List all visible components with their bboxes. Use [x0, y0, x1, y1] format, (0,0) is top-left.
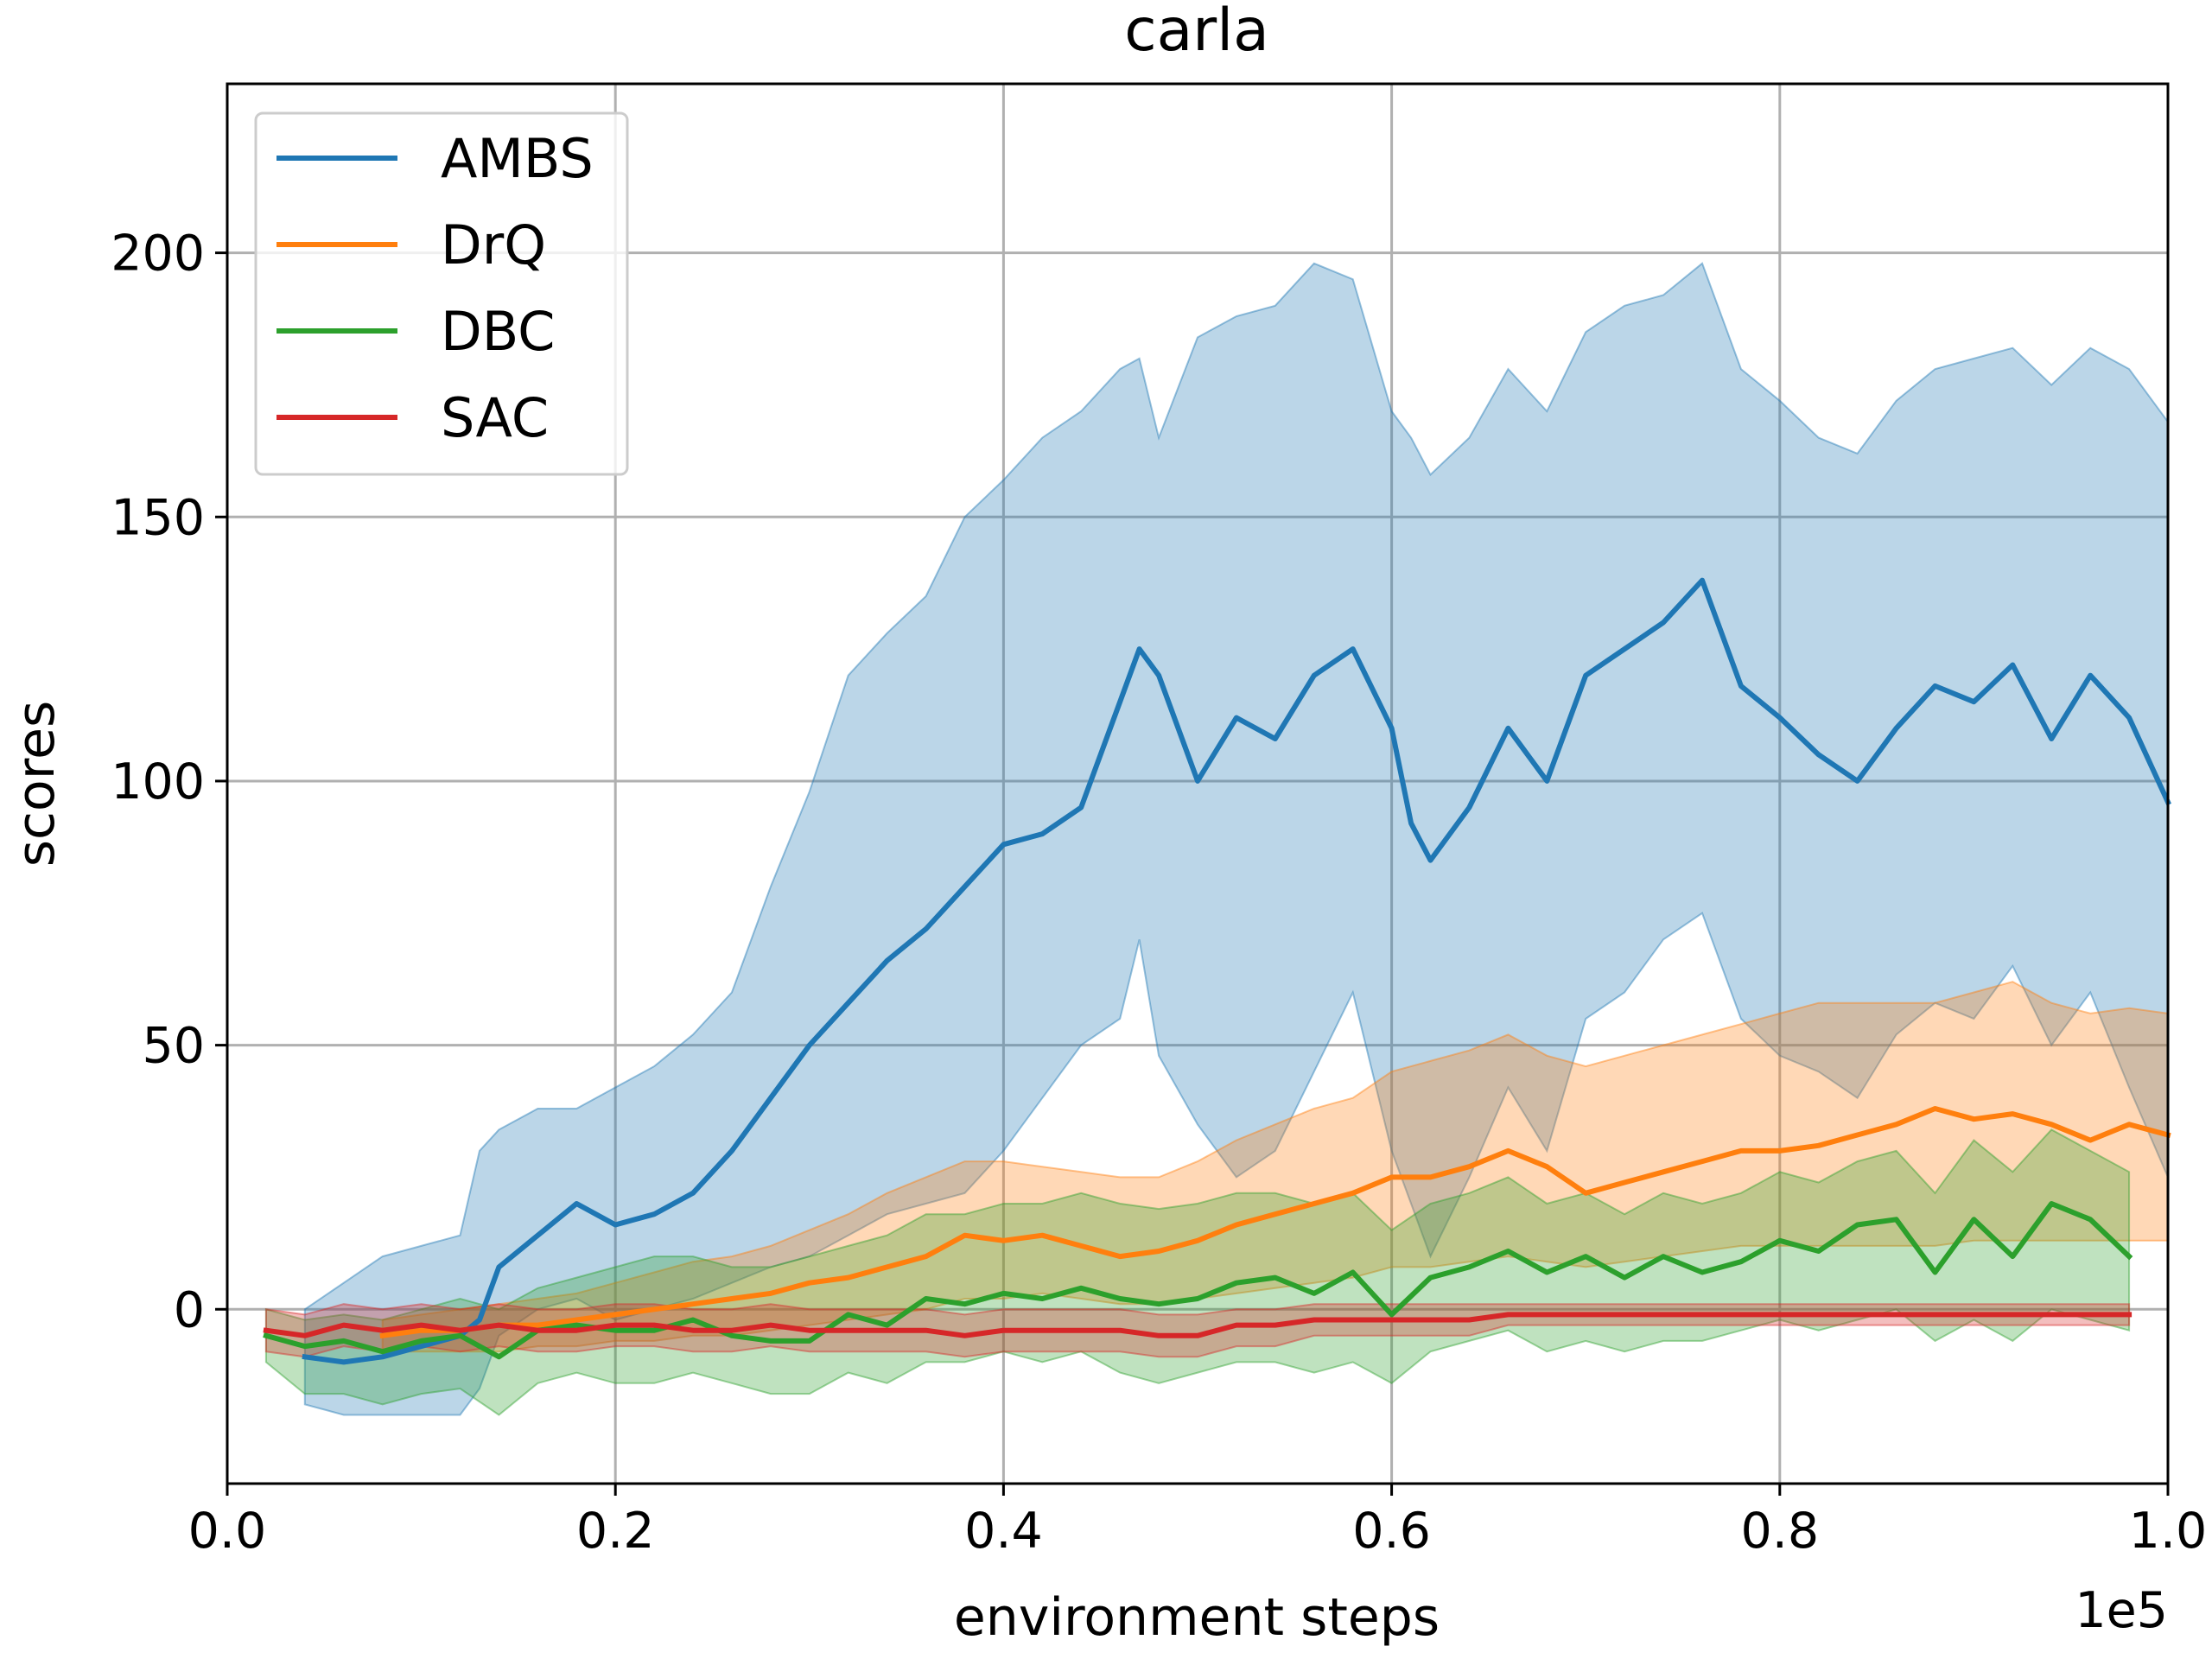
legend-label: AMBS: [441, 127, 594, 190]
series-lines: [263, 577, 2171, 1365]
x-tick-label: 1.0: [2129, 1503, 2208, 1560]
y-axis-label: scores: [6, 701, 67, 867]
sac-line: [263, 1312, 2133, 1338]
x-tick-label: 0.2: [576, 1503, 655, 1560]
x-axis-ticks: 0.0 0.2 0.4 0.6 0.8 1.0: [188, 1484, 2208, 1560]
legend-label: DBC: [441, 300, 555, 363]
legend-entry-dbc: DBC: [276, 300, 555, 363]
legend-entry-sac: SAC: [276, 386, 549, 449]
y-tick-label: 150: [111, 489, 205, 546]
x-tick-label: 0.8: [1740, 1503, 1819, 1560]
legend-label: SAC: [441, 386, 549, 449]
legend: AMBS DrQ DBC SAC: [254, 111, 629, 476]
legend-entry-drq: DrQ: [276, 213, 546, 276]
x-tick-label: 0.0: [188, 1503, 267, 1560]
legend-box: [254, 111, 629, 476]
y-tick-label: 50: [142, 1018, 205, 1075]
plot-frame: [226, 82, 2170, 1485]
y-axis-ticks: 0 50 100 150 200: [111, 226, 227, 1338]
ambs-line: [302, 577, 2171, 1365]
x-tick-label: 0.4: [964, 1503, 1043, 1560]
sac-band: [264, 1303, 2131, 1358]
y-tick-label: 0: [174, 1281, 205, 1338]
x-axis-offset-label: 1e5: [2075, 1582, 2168, 1639]
y-tick-label: 100: [111, 753, 205, 810]
x-axis-label: environment steps: [954, 1587, 1440, 1648]
dbc-line: [263, 1201, 2133, 1360]
x-tick-label: 0.6: [1352, 1503, 1431, 1560]
drq-line: [379, 1106, 2171, 1339]
y-tick-label: 200: [111, 226, 205, 283]
legend-label: DrQ: [441, 213, 546, 276]
legend-entry-ambs: AMBS: [276, 127, 594, 190]
chart-title: carla: [1124, 0, 1269, 65]
dbc-band: [264, 1128, 2131, 1416]
